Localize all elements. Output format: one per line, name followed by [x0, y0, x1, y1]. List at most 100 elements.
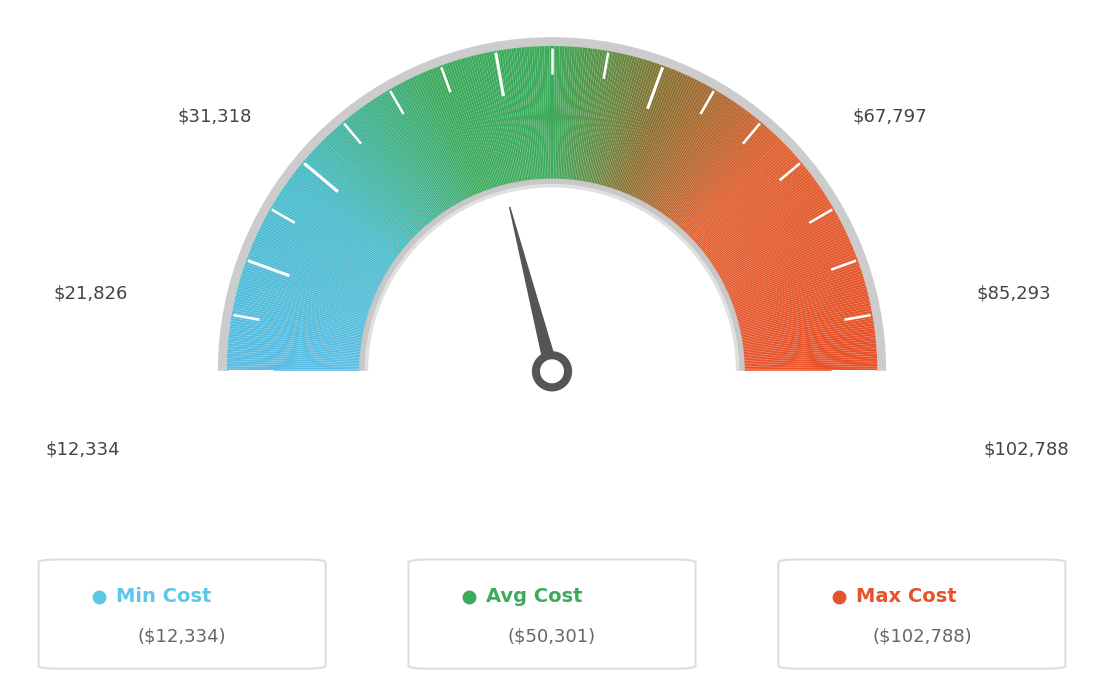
Wedge shape [227, 351, 361, 361]
Wedge shape [743, 364, 878, 368]
Wedge shape [241, 275, 370, 317]
Wedge shape [630, 75, 688, 198]
Wedge shape [317, 145, 415, 239]
Wedge shape [572, 48, 587, 181]
Wedge shape [237, 286, 368, 322]
Wedge shape [558, 46, 565, 181]
Wedge shape [592, 53, 623, 185]
Wedge shape [250, 249, 375, 301]
Wedge shape [309, 152, 411, 244]
Text: Max Cost: Max Cost [856, 587, 956, 606]
Wedge shape [729, 249, 854, 301]
Wedge shape [637, 80, 700, 201]
Wedge shape [741, 318, 873, 342]
Wedge shape [233, 306, 365, 334]
Wedge shape [227, 356, 361, 364]
Circle shape [541, 360, 563, 383]
Wedge shape [730, 252, 856, 302]
Wedge shape [285, 184, 395, 263]
Wedge shape [635, 78, 696, 200]
Wedge shape [283, 186, 395, 264]
Text: $31,318: $31,318 [177, 108, 252, 126]
Wedge shape [578, 49, 601, 182]
Wedge shape [712, 193, 826, 268]
Wedge shape [231, 318, 363, 342]
Wedge shape [720, 215, 838, 281]
Wedge shape [416, 75, 474, 198]
Wedge shape [230, 323, 363, 344]
Wedge shape [323, 138, 420, 235]
Wedge shape [675, 122, 763, 226]
Wedge shape [641, 83, 707, 204]
Wedge shape [688, 143, 786, 239]
Wedge shape [634, 77, 693, 199]
Wedge shape [503, 49, 526, 182]
Wedge shape [737, 290, 868, 325]
Wedge shape [233, 308, 364, 335]
Wedge shape [699, 164, 805, 250]
Wedge shape [243, 268, 371, 313]
Wedge shape [725, 235, 849, 293]
Wedge shape [667, 111, 750, 219]
Wedge shape [328, 134, 422, 233]
Wedge shape [714, 199, 829, 272]
Wedge shape [609, 61, 652, 190]
Wedge shape [728, 242, 851, 297]
Wedge shape [628, 72, 683, 197]
Wedge shape [729, 247, 853, 299]
Wedge shape [326, 136, 421, 234]
Wedge shape [731, 256, 857, 305]
Wedge shape [524, 47, 537, 181]
Wedge shape [262, 221, 383, 284]
Text: Avg Cost: Avg Cost [486, 587, 582, 606]
Wedge shape [611, 62, 655, 190]
Wedge shape [236, 290, 367, 325]
Wedge shape [274, 201, 390, 273]
Wedge shape [375, 97, 449, 211]
Wedge shape [315, 147, 414, 241]
Wedge shape [459, 59, 499, 188]
Wedge shape [737, 295, 869, 328]
Wedge shape [560, 46, 567, 181]
Polygon shape [510, 207, 559, 373]
Wedge shape [697, 158, 799, 247]
Wedge shape [598, 56, 633, 186]
Text: $67,797: $67,797 [852, 108, 927, 126]
Wedge shape [368, 188, 736, 371]
Wedge shape [527, 47, 539, 181]
Wedge shape [287, 180, 397, 260]
Wedge shape [230, 328, 363, 347]
Wedge shape [229, 333, 362, 351]
Wedge shape [619, 67, 669, 193]
Wedge shape [629, 74, 686, 197]
Wedge shape [596, 55, 630, 186]
Wedge shape [742, 331, 875, 349]
Wedge shape [519, 48, 534, 181]
Wedge shape [491, 51, 518, 184]
Wedge shape [217, 37, 887, 371]
Wedge shape [736, 286, 867, 322]
Wedge shape [521, 47, 535, 181]
Wedge shape [623, 69, 675, 195]
Wedge shape [605, 59, 645, 188]
Wedge shape [331, 130, 424, 231]
Wedge shape [726, 237, 850, 294]
Wedge shape [363, 105, 443, 216]
Wedge shape [393, 86, 460, 205]
Wedge shape [733, 266, 861, 311]
Wedge shape [740, 308, 871, 335]
Wedge shape [698, 162, 803, 250]
Wedge shape [258, 228, 381, 288]
Wedge shape [553, 46, 558, 180]
Wedge shape [329, 132, 423, 232]
Wedge shape [314, 148, 413, 242]
Wedge shape [687, 141, 784, 237]
Wedge shape [233, 303, 365, 333]
Wedge shape [256, 233, 379, 291]
Wedge shape [720, 217, 839, 282]
Wedge shape [335, 127, 426, 229]
Wedge shape [266, 215, 384, 281]
Wedge shape [737, 293, 869, 327]
Wedge shape [614, 63, 660, 191]
Wedge shape [404, 80, 467, 201]
